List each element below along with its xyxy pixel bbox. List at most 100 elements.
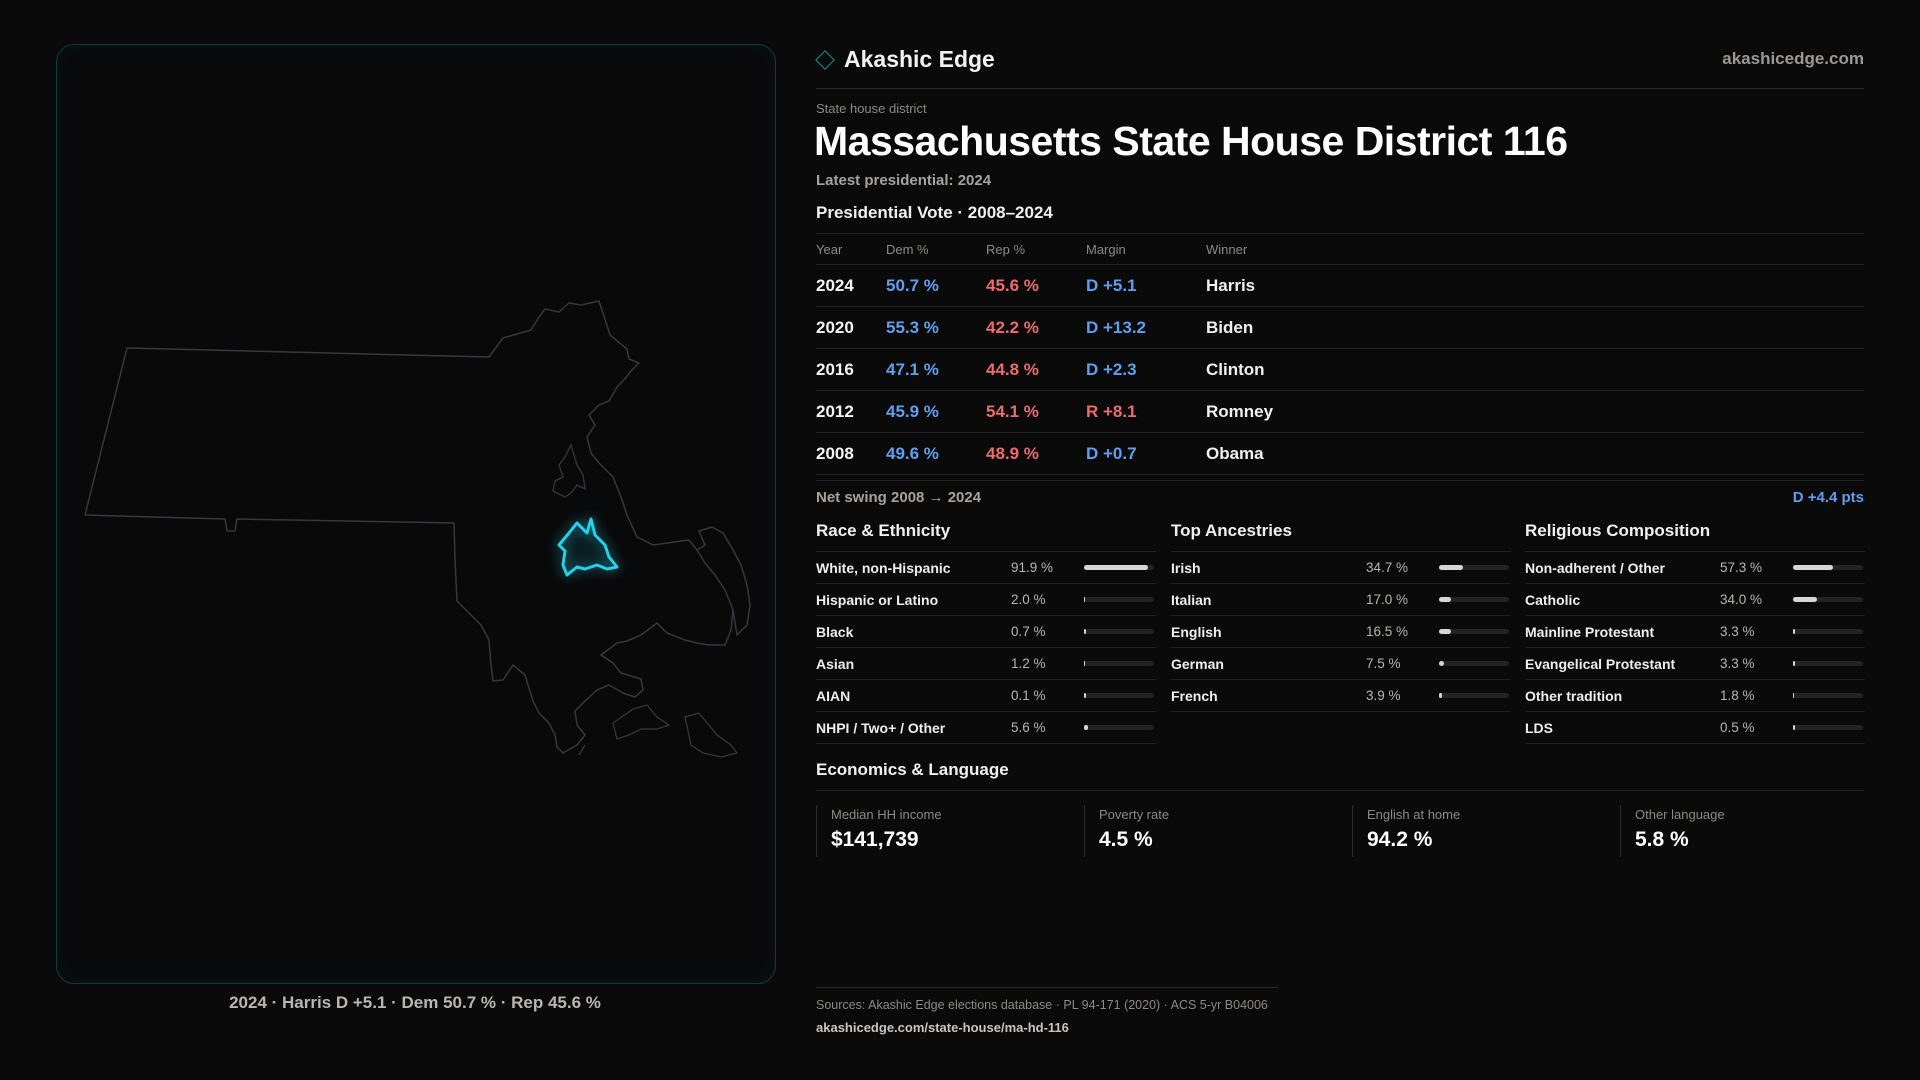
econ-value: 4.5 % xyxy=(1099,828,1153,851)
vote-winner: Romney xyxy=(1206,401,1274,421)
ancestry-label: Irish xyxy=(1171,559,1201,576)
vote-margin: D +5.1 xyxy=(1086,275,1137,295)
sources-note: Sources: Akashic Edge elections database… xyxy=(816,998,1268,1012)
race-row: Asian 1.2 % xyxy=(816,648,1156,680)
religion-row: Catholic 34.0 % xyxy=(1525,584,1865,616)
brand-name: Akashic Edge xyxy=(844,46,995,72)
ancestry-row: English 16.5 % xyxy=(1171,616,1511,648)
vote-margin: D +2.3 xyxy=(1086,359,1137,379)
page-subtitle: Latest presidential: 2024 xyxy=(816,172,992,189)
ancestry-value: 16.5 % xyxy=(1366,624,1409,639)
vote-row-2024[interactable]: 2024 50.7 % 45.6 % D +5.1 Harris xyxy=(816,265,1864,307)
race-label: AIAN xyxy=(816,687,851,704)
ancestry-bar-track xyxy=(1439,693,1509,698)
economics-divider xyxy=(816,790,1864,791)
footer-url[interactable]: akashicedge.com/state-house/ma-hd-116 xyxy=(816,1020,1069,1035)
state-map[interactable] xyxy=(57,45,775,983)
religion-bar-track xyxy=(1793,629,1863,634)
religion-label: Mainline Protestant xyxy=(1525,623,1655,640)
religion-value: 0.5 % xyxy=(1720,720,1755,735)
race-value: 1.2 % xyxy=(1011,656,1046,671)
ancestry-value: 7.5 % xyxy=(1366,656,1401,671)
religion-label: Catholic xyxy=(1525,591,1581,608)
vote-dem-pct: 55.3 % xyxy=(886,317,939,337)
race-bar-track xyxy=(1084,693,1154,698)
religion-heading: Religious Composition xyxy=(1525,521,1711,540)
ancestry-label: English xyxy=(1171,623,1222,640)
ancestry-bar-fill xyxy=(1439,629,1451,634)
brand[interactable]: Akashic Edge xyxy=(815,46,995,73)
religion-row: Mainline Protestant 3.3 % xyxy=(1525,616,1865,648)
site-link[interactable]: akashicedge.com xyxy=(1722,49,1864,68)
ancestry-row: Italian 17.0 % xyxy=(1171,584,1511,616)
religion-bar-track xyxy=(1793,597,1863,602)
econ-label: Median HH income xyxy=(831,807,942,822)
religion-label: LDS xyxy=(1525,719,1553,736)
vote-table-header: Year Dem % Rep % Margin Winner xyxy=(816,234,1864,265)
vote-rep-pct: 54.1 % xyxy=(986,401,1039,421)
district-highlight[interactable] xyxy=(557,517,619,577)
econ-value: 94.2 % xyxy=(1367,828,1433,851)
economics-heading: Economics & Language xyxy=(816,760,1009,779)
religion-bar-track xyxy=(1793,693,1863,698)
religion-bar-track xyxy=(1793,661,1863,666)
vote-winner: Obama xyxy=(1206,443,1264,463)
ancestry-bar-fill xyxy=(1439,661,1445,666)
vote-row-2008[interactable]: 2008 49.6 % 48.9 % D +0.7 Obama xyxy=(816,433,1864,475)
ancestry-bar-track xyxy=(1439,629,1509,634)
col-margin: Margin xyxy=(1086,241,1126,257)
vote-rep-pct: 42.2 % xyxy=(986,317,1039,337)
econ-card-income: Median HH income $141,739 xyxy=(816,805,1091,857)
race-value: 0.7 % xyxy=(1011,624,1046,639)
vote-rep-pct: 45.6 % xyxy=(986,275,1039,295)
ancestry-bar-fill xyxy=(1439,565,1464,570)
vote-row-2016[interactable]: 2016 47.1 % 44.8 % D +2.3 Clinton xyxy=(816,349,1864,391)
religion-row: Other tradition 1.8 % xyxy=(1525,680,1865,712)
religion-label: Evangelical Protestant xyxy=(1525,655,1676,672)
religion-bar-fill xyxy=(1793,661,1796,666)
swing-label: Net swing 2008 → 2024 xyxy=(816,489,982,506)
vote-row-2012[interactable]: 2012 45.9 % 54.1 % R +8.1 Romney xyxy=(816,391,1864,433)
vote-rep-pct: 44.8 % xyxy=(986,359,1039,379)
vote-dem-pct: 50.7 % xyxy=(886,275,939,295)
religion-row: LDS 0.5 % xyxy=(1525,712,1865,744)
map-panel[interactable] xyxy=(56,44,776,984)
col-dem: Dem % xyxy=(886,241,929,257)
footer: Sources: Akashic Edge elections database… xyxy=(816,987,1278,1035)
race-bar-fill xyxy=(1084,725,1088,730)
ancestry-row: French 3.9 % xyxy=(1171,680,1511,712)
vote-winner: Clinton xyxy=(1206,359,1265,379)
race-label: White, non-Hispanic xyxy=(816,559,951,576)
race-bar-fill xyxy=(1084,661,1086,666)
swing-value: D +4.4 pts xyxy=(1792,489,1864,506)
race-bar-fill xyxy=(1084,597,1086,602)
religion-bar-track xyxy=(1793,725,1863,730)
race-row: Hispanic or Latino 2.0 % xyxy=(816,584,1156,616)
vote-margin: D +13.2 xyxy=(1086,317,1147,337)
race-row: AIAN 0.1 % xyxy=(816,680,1156,712)
race-heading: Race & Ethnicity xyxy=(816,521,951,540)
econ-label: Other language xyxy=(1635,807,1725,822)
econ-card-poverty: Poverty rate 4.5 % xyxy=(1084,805,1359,857)
race-bar-fill xyxy=(1084,565,1149,570)
race-bar-fill xyxy=(1084,693,1086,698)
religion-label: Non-adherent / Other xyxy=(1525,559,1666,576)
race-value: 2.0 % xyxy=(1011,592,1046,607)
ancestry-value: 17.0 % xyxy=(1366,592,1409,607)
religion-label: Other tradition xyxy=(1525,687,1623,704)
econ-label: English at home xyxy=(1367,807,1461,822)
ancestry-row: German 7.5 % xyxy=(1171,648,1511,680)
vote-margin: R +8.1 xyxy=(1086,401,1137,421)
econ-value: $141,739 xyxy=(831,828,919,851)
religion-bar-fill xyxy=(1793,565,1834,570)
religion-value: 3.3 % xyxy=(1720,656,1755,671)
race-bar-track xyxy=(1084,725,1154,730)
vote-year: 2012 xyxy=(816,401,854,421)
vote-table: Year Dem % Rep % Margin Winner 2024 50.7 … xyxy=(816,233,1864,475)
col-winner: Winner xyxy=(1206,241,1248,257)
race-label: Black xyxy=(816,623,854,640)
race-bar-track xyxy=(1084,597,1154,602)
race-bar-track xyxy=(1084,629,1154,634)
vote-row-2020[interactable]: 2020 55.3 % 42.2 % D +13.2 Biden xyxy=(816,307,1864,349)
col-rep: Rep % xyxy=(986,241,1026,257)
